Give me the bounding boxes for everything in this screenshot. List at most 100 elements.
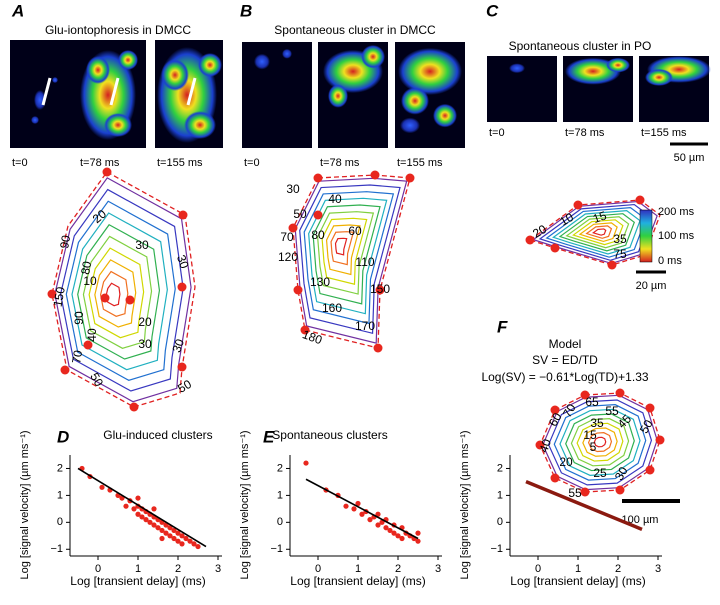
contour-line: [88, 247, 145, 339]
image-blob: [254, 53, 270, 70]
y-tick-label: 2: [497, 462, 503, 474]
recording-site: [125, 295, 135, 305]
recording-site: [635, 195, 645, 205]
x-tick-label: 2: [175, 563, 181, 575]
x-tick-label: 3: [435, 563, 441, 575]
contour-line: [582, 427, 618, 457]
contour-label: 130: [310, 275, 330, 289]
x-tick-label: 1: [575, 563, 581, 575]
x-tick-label: 3: [215, 563, 221, 575]
fit-line: [305, 478, 419, 540]
data-point: [303, 460, 309, 466]
contour-line: [570, 418, 630, 467]
contour-label: 180: [300, 327, 324, 347]
image-title: Spontaneous cluster in PO: [509, 39, 652, 53]
data-point: [159, 535, 165, 542]
data-point: [151, 506, 157, 512]
contour-line: [325, 224, 361, 276]
chart-subtitle: SV = ED/TD: [532, 353, 598, 367]
contour-label: 110: [355, 255, 374, 269]
image-blob: [198, 53, 222, 77]
contour-label: 50: [87, 370, 106, 389]
x-axis-label: Log [transient delay] (ms): [510, 574, 645, 588]
contour-label: 20: [138, 315, 152, 329]
contour-line: [330, 231, 355, 266]
recording-site: [645, 403, 655, 413]
contour-line: [334, 237, 348, 256]
data-point: [151, 522, 157, 528]
contour-line: [308, 197, 388, 315]
contour-label: 5: [590, 440, 597, 454]
recording-site: [177, 362, 187, 372]
recording-site: [83, 340, 93, 350]
data-point: [387, 527, 393, 534]
image-title: Glu-iontophoresis in DMCC: [45, 23, 191, 37]
recording-site: [607, 260, 617, 270]
contour-label: 30: [169, 337, 187, 355]
data-point: [155, 525, 161, 531]
contour-line: [82, 235, 153, 349]
data-point: [167, 525, 173, 531]
electrode: [41, 77, 52, 106]
y-tick-label: −1: [270, 543, 283, 555]
contour-line: [552, 210, 641, 255]
y-tick-label: 1: [497, 489, 503, 501]
contour-line: [576, 422, 624, 462]
recording-site: [177, 282, 187, 292]
recording-site: [615, 388, 625, 398]
image-blob: [509, 63, 525, 74]
image-blob: [282, 48, 292, 59]
y-axis-label: Log [signal velocity] (µm ms⁻¹): [459, 430, 471, 579]
recording-site: [288, 223, 298, 233]
contour-line: [321, 217, 368, 285]
panel-label: D: [57, 427, 69, 446]
contour-line: [303, 191, 395, 325]
contour-line: [312, 204, 381, 305]
fit-line: [525, 480, 643, 531]
image-caption: t=0: [489, 127, 505, 139]
chart-title: Model: [549, 337, 582, 351]
image-caption: t=155 ms: [641, 127, 687, 139]
image-blob: [161, 59, 189, 91]
contour-line: [565, 413, 635, 472]
data-point: [147, 519, 153, 525]
contour-line: [578, 222, 618, 243]
image-title: Spontaneous cluster in DMCC: [274, 23, 436, 37]
image-blob: [86, 56, 110, 84]
y-tick-label: −1: [50, 543, 63, 555]
contour-label: 20: [559, 455, 573, 469]
data-point: [171, 535, 177, 542]
image-caption: t=155 ms: [157, 157, 203, 169]
data-point: [179, 533, 185, 539]
x-tick-label: 1: [355, 563, 361, 575]
image-blob: [361, 44, 385, 69]
contour-line: [593, 436, 607, 448]
recording-site: [293, 285, 303, 295]
x-axis-label: Log [transient delay] (ms): [70, 574, 205, 588]
contour-label: 25: [593, 466, 607, 480]
data-point: [415, 538, 421, 544]
data-point: [191, 541, 197, 547]
contour-label: 50: [637, 417, 656, 436]
contour-label: 65: [585, 395, 599, 409]
contour-line: [317, 211, 375, 295]
contour-label: 15: [591, 208, 609, 226]
map-outline: [51, 171, 196, 408]
recording-site: [405, 173, 415, 183]
panel-label: B: [240, 1, 252, 20]
contour-line: [565, 216, 630, 249]
recording-site: [373, 343, 383, 353]
contour-label: 40: [328, 192, 342, 206]
contour-label: 35: [590, 416, 604, 430]
contour-label: 55: [605, 404, 619, 418]
data-point: [343, 503, 349, 509]
image-caption: t=0: [12, 157, 28, 169]
contour-label: 150: [51, 285, 68, 307]
recording-site: [47, 289, 57, 299]
fit-line: [77, 467, 207, 548]
image-blob: [184, 111, 216, 139]
contour-label: 70: [280, 230, 294, 244]
contour-label: 75: [613, 247, 627, 261]
contour-label: 170: [355, 319, 375, 333]
colorbar-label: 200 ms: [658, 206, 695, 218]
